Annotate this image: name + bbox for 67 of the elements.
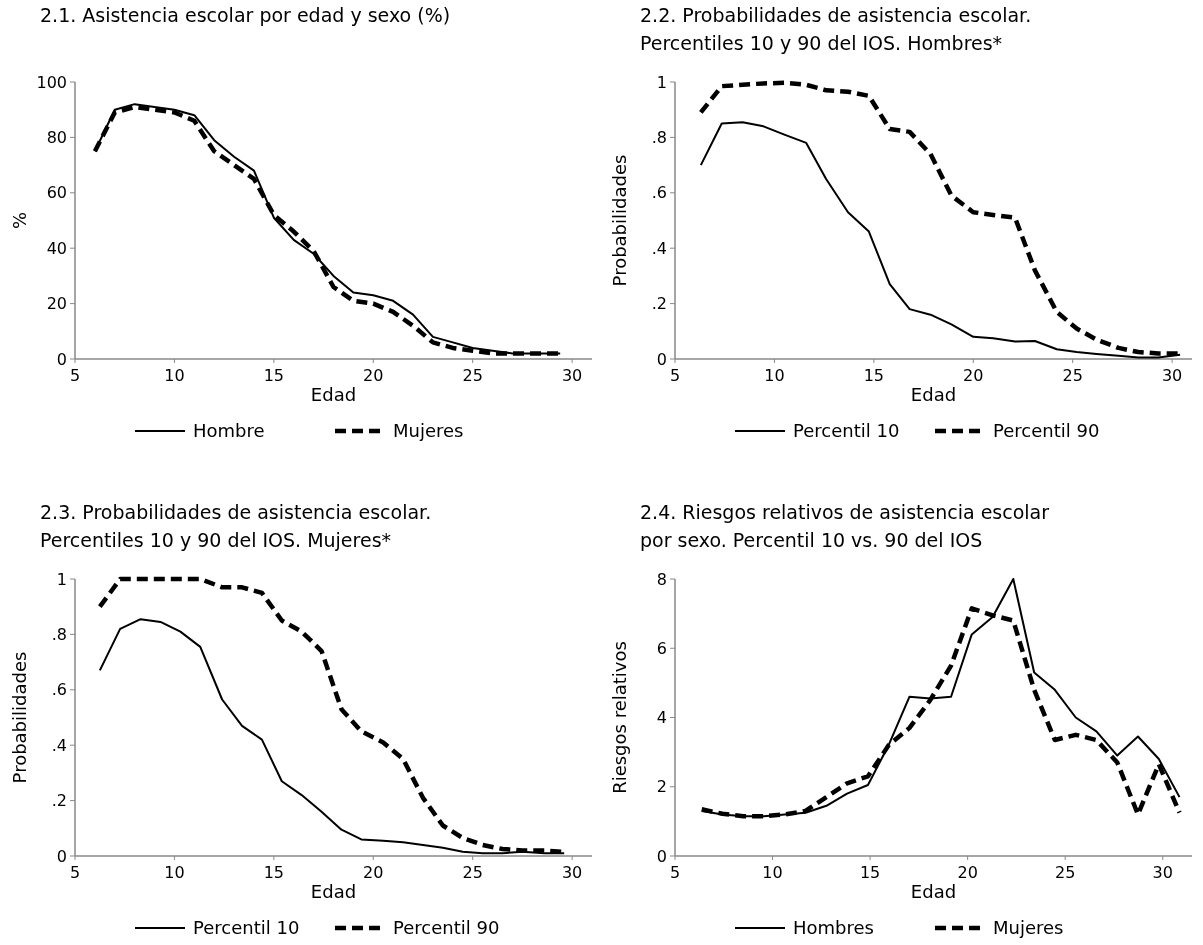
legend-label: Percentil 90 [993,420,1100,442]
y-tick-label: 20 [46,294,67,314]
x-tick-label: 10 [164,863,185,882]
chart-title: 2.3. Probabilidades de asistencia escolar. Percentiles 10 y 90 del IOS. Mujeres* [40,501,432,551]
x-tick-label: 10 [764,366,785,385]
y-tick-label: 2 [656,777,667,797]
y-tick-label: 1 [56,569,67,589]
x-tick-label: 5 [69,366,81,385]
y-tick-label: .2 [651,294,667,314]
x-tick-label: 5 [669,366,681,385]
y-axis-title: % [9,211,30,230]
x-tick-label: 15 [263,366,285,385]
x-tick-label: 20 [363,863,384,882]
y-axis-title: Probabilidades [609,154,630,287]
chart-title: 2.2. Probabilidades de asistencia escolar. Percentiles 10 y 90 del IOS. Hombres* [640,4,1032,54]
y-tick-label: .6 [651,183,667,203]
y-tick-label: 8 [656,569,667,589]
x-tick-label: 30 [561,366,583,385]
x-tick-label: 15 [863,366,885,385]
x-tick-label: 20 [363,366,384,385]
legend-label: Mujeres [993,917,1064,939]
y-tick-label: 0 [656,349,667,369]
y-tick-label: .8 [651,128,667,147]
y-tick-label: 0 [56,349,67,369]
y-tick-label: 80 [46,128,67,147]
y-tick-label: .6 [51,680,67,700]
x-tick-label: 10 [762,863,783,882]
x-tick-label: 5 [69,863,81,882]
x-tick-label: 10 [164,366,185,385]
x-tick-label: 25 [462,366,483,385]
x-axis-title: Edad [910,881,957,902]
y-tick-label: 0 [656,846,667,866]
x-tick-label: 25 [462,863,483,882]
x-tick-label: 20 [963,366,984,385]
x-tick-label: 30 [1161,366,1183,385]
y-tick-label: 4 [656,708,667,728]
x-tick-label: 20 [957,863,978,882]
x-tick-label: 5 [669,863,681,882]
legend-label: Percentil 10 [793,420,900,442]
legend-label: Hombre [193,420,265,442]
y-axis-title: Probabilidades [9,651,30,784]
y-tick-label: 60 [46,183,67,203]
y-tick-label: 0 [56,846,67,866]
legend-label: Percentil 10 [193,917,300,939]
legend-label: Mujeres [393,420,464,442]
y-axis-title: Riesgos relativos [609,641,630,794]
chart-title: 2.4. Riesgos relativos de asistencia escolar por sexo. Percentil 10 vs. 90 del IOS [640,501,1050,551]
x-axis-title: Edad [310,384,357,405]
y-tick-label: .8 [51,625,67,644]
x-tick-label: 25 [1055,863,1076,882]
x-tick-label: 15 [263,863,285,882]
legend-label: Hombres [793,917,874,939]
x-tick-label: 15 [859,863,881,882]
x-tick-label: 30 [1152,863,1173,882]
y-tick-label: .4 [51,735,67,755]
y-tick-label: 6 [656,638,667,658]
x-tick-label: 30 [561,863,583,882]
y-tick-label: 100 [36,72,67,92]
legend-label: Percentil 90 [393,917,500,939]
x-axis-title: Edad [310,881,357,902]
y-tick-label: 1 [656,72,667,92]
y-tick-label: .2 [51,791,67,811]
x-axis-title: Edad [910,384,957,405]
chart-title: 2.1. Asistencia escolar por edad y sexo (%) [40,4,451,26]
x-tick-label: 25 [1062,366,1083,385]
y-tick-label: .4 [651,238,667,258]
y-tick-label: 40 [46,238,67,258]
